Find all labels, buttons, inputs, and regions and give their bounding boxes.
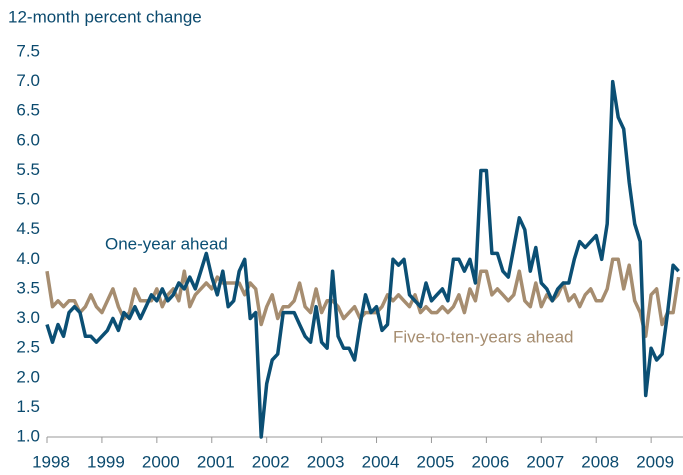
y-tick-label: 1.5 [16, 397, 40, 416]
x-tick-label: 2006 [471, 452, 509, 471]
y-tick-label: 5.0 [16, 190, 40, 209]
x-tick-label: 2001 [197, 452, 235, 471]
x-tick-label: 2008 [581, 452, 619, 471]
annotation: One-year ahead [105, 234, 228, 253]
y-tick-label: 3.0 [16, 308, 40, 327]
x-tick-label: 2005 [417, 452, 455, 471]
x-tick-label: 2000 [142, 452, 180, 471]
x-tick-label: 2003 [307, 452, 345, 471]
y-tick-label: 2.0 [16, 367, 40, 386]
x-tick-label: 2007 [526, 452, 564, 471]
y-tick-label: 6.5 [16, 101, 40, 120]
y-tick-label: 5.5 [16, 160, 40, 179]
y-tick-label: 1.0 [16, 426, 40, 445]
annotation: Five-to-ten-years ahead [393, 327, 573, 346]
y-tick-label: 2.5 [16, 338, 40, 357]
x-tick-label: 2009 [636, 452, 674, 471]
x-tick-label: 2004 [362, 452, 400, 471]
chart-title: 12-month percent change [8, 7, 202, 26]
y-tick-label: 4.0 [16, 249, 40, 268]
y-tick-label: 4.5 [16, 219, 40, 238]
x-tick-label: 1998 [32, 452, 70, 471]
y-tick-label: 3.5 [16, 278, 40, 297]
x-tick-label: 1999 [87, 452, 125, 471]
y-tick-label: 7.0 [16, 71, 40, 90]
y-tick-label: 7.5 [16, 41, 40, 60]
series-line [45, 79, 680, 439]
x-tick-label: 2002 [252, 452, 290, 471]
y-tick-label: 6.0 [16, 130, 40, 149]
series-line [45, 257, 681, 339]
